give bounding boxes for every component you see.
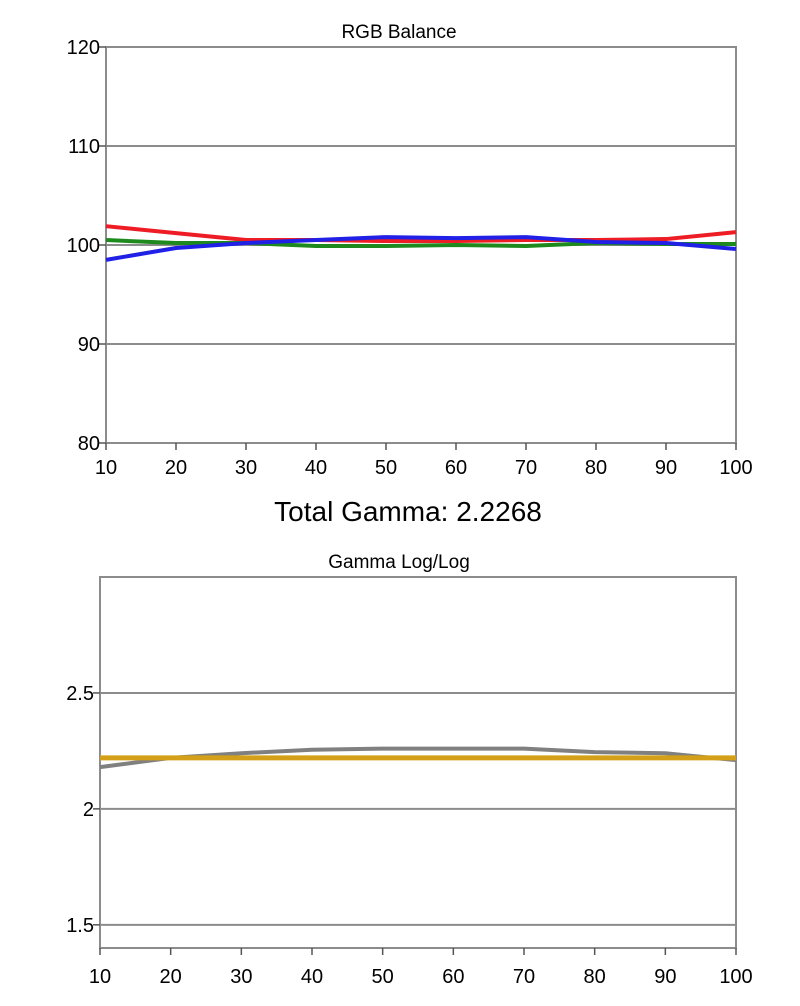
x-axis-ticks: 10 20 30 40 50 60 70 80 90 100 <box>95 443 753 479</box>
x-tick-label: 60 <box>442 966 464 988</box>
x-tick-label: 80 <box>585 457 607 479</box>
y-tick-label: 100 <box>67 235 100 257</box>
series-line <box>105 224 737 244</box>
x-tick-label: 80 <box>584 966 606 988</box>
x-tick-label: 50 <box>375 457 397 479</box>
x-tick-label: 30 <box>235 457 257 479</box>
y-tick-label: 1.5 <box>66 915 94 937</box>
x-tick-label: 10 <box>95 457 117 479</box>
series-line <box>105 235 737 262</box>
x-tick-label: 90 <box>655 457 677 479</box>
gamma-log-log-chart: Gamma Log/Log 1.5 2 2.5 10 20 30 40 50 60 70 80 90… <box>66 552 753 988</box>
x-tick-label: 20 <box>165 457 187 479</box>
x-tick-label: 40 <box>301 966 323 988</box>
grid-lines <box>100 691 736 926</box>
y-tick-label: 90 <box>78 334 100 356</box>
x-tick-label: 10 <box>89 966 111 988</box>
x-axis-ticks: 10 20 30 40 50 60 70 80 90 100 <box>89 948 753 988</box>
x-tick-label: 20 <box>160 966 182 988</box>
x-tick-label: 100 <box>719 966 752 988</box>
x-tick-label: 40 <box>305 457 327 479</box>
y-axis-ticks: 80 90 100 110 120 <box>67 37 106 455</box>
chart-title: Gamma Log/Log <box>328 552 470 573</box>
chart-title: RGB Balance <box>341 22 456 43</box>
series-group <box>99 746 737 770</box>
total-gamma-label: Total Gamma: 2.2268 <box>274 496 542 527</box>
x-tick-label: 70 <box>515 457 537 479</box>
y-tick-label: 2 <box>83 799 94 821</box>
y-tick-label: 110 <box>68 136 100 158</box>
y-tick-label: 120 <box>67 37 100 59</box>
x-tick-label: 60 <box>445 457 467 479</box>
plot-frame <box>99 576 737 949</box>
y-axis-ticks: 1.5 2 2.5 <box>66 683 100 937</box>
x-tick-label: 30 <box>230 966 252 988</box>
y-tick-label: 80 <box>78 433 100 455</box>
x-tick-label: 50 <box>372 966 394 988</box>
series-group <box>105 224 737 262</box>
y-tick-label: 2.5 <box>66 683 94 705</box>
x-tick-label: 100 <box>719 457 752 479</box>
x-tick-label: 90 <box>654 966 676 988</box>
rgb-balance-chart: RGB Balance 80 90 100 110 120 10 20 30 40 50 60 70… <box>67 22 753 479</box>
x-tick-label: 70 <box>513 966 535 988</box>
